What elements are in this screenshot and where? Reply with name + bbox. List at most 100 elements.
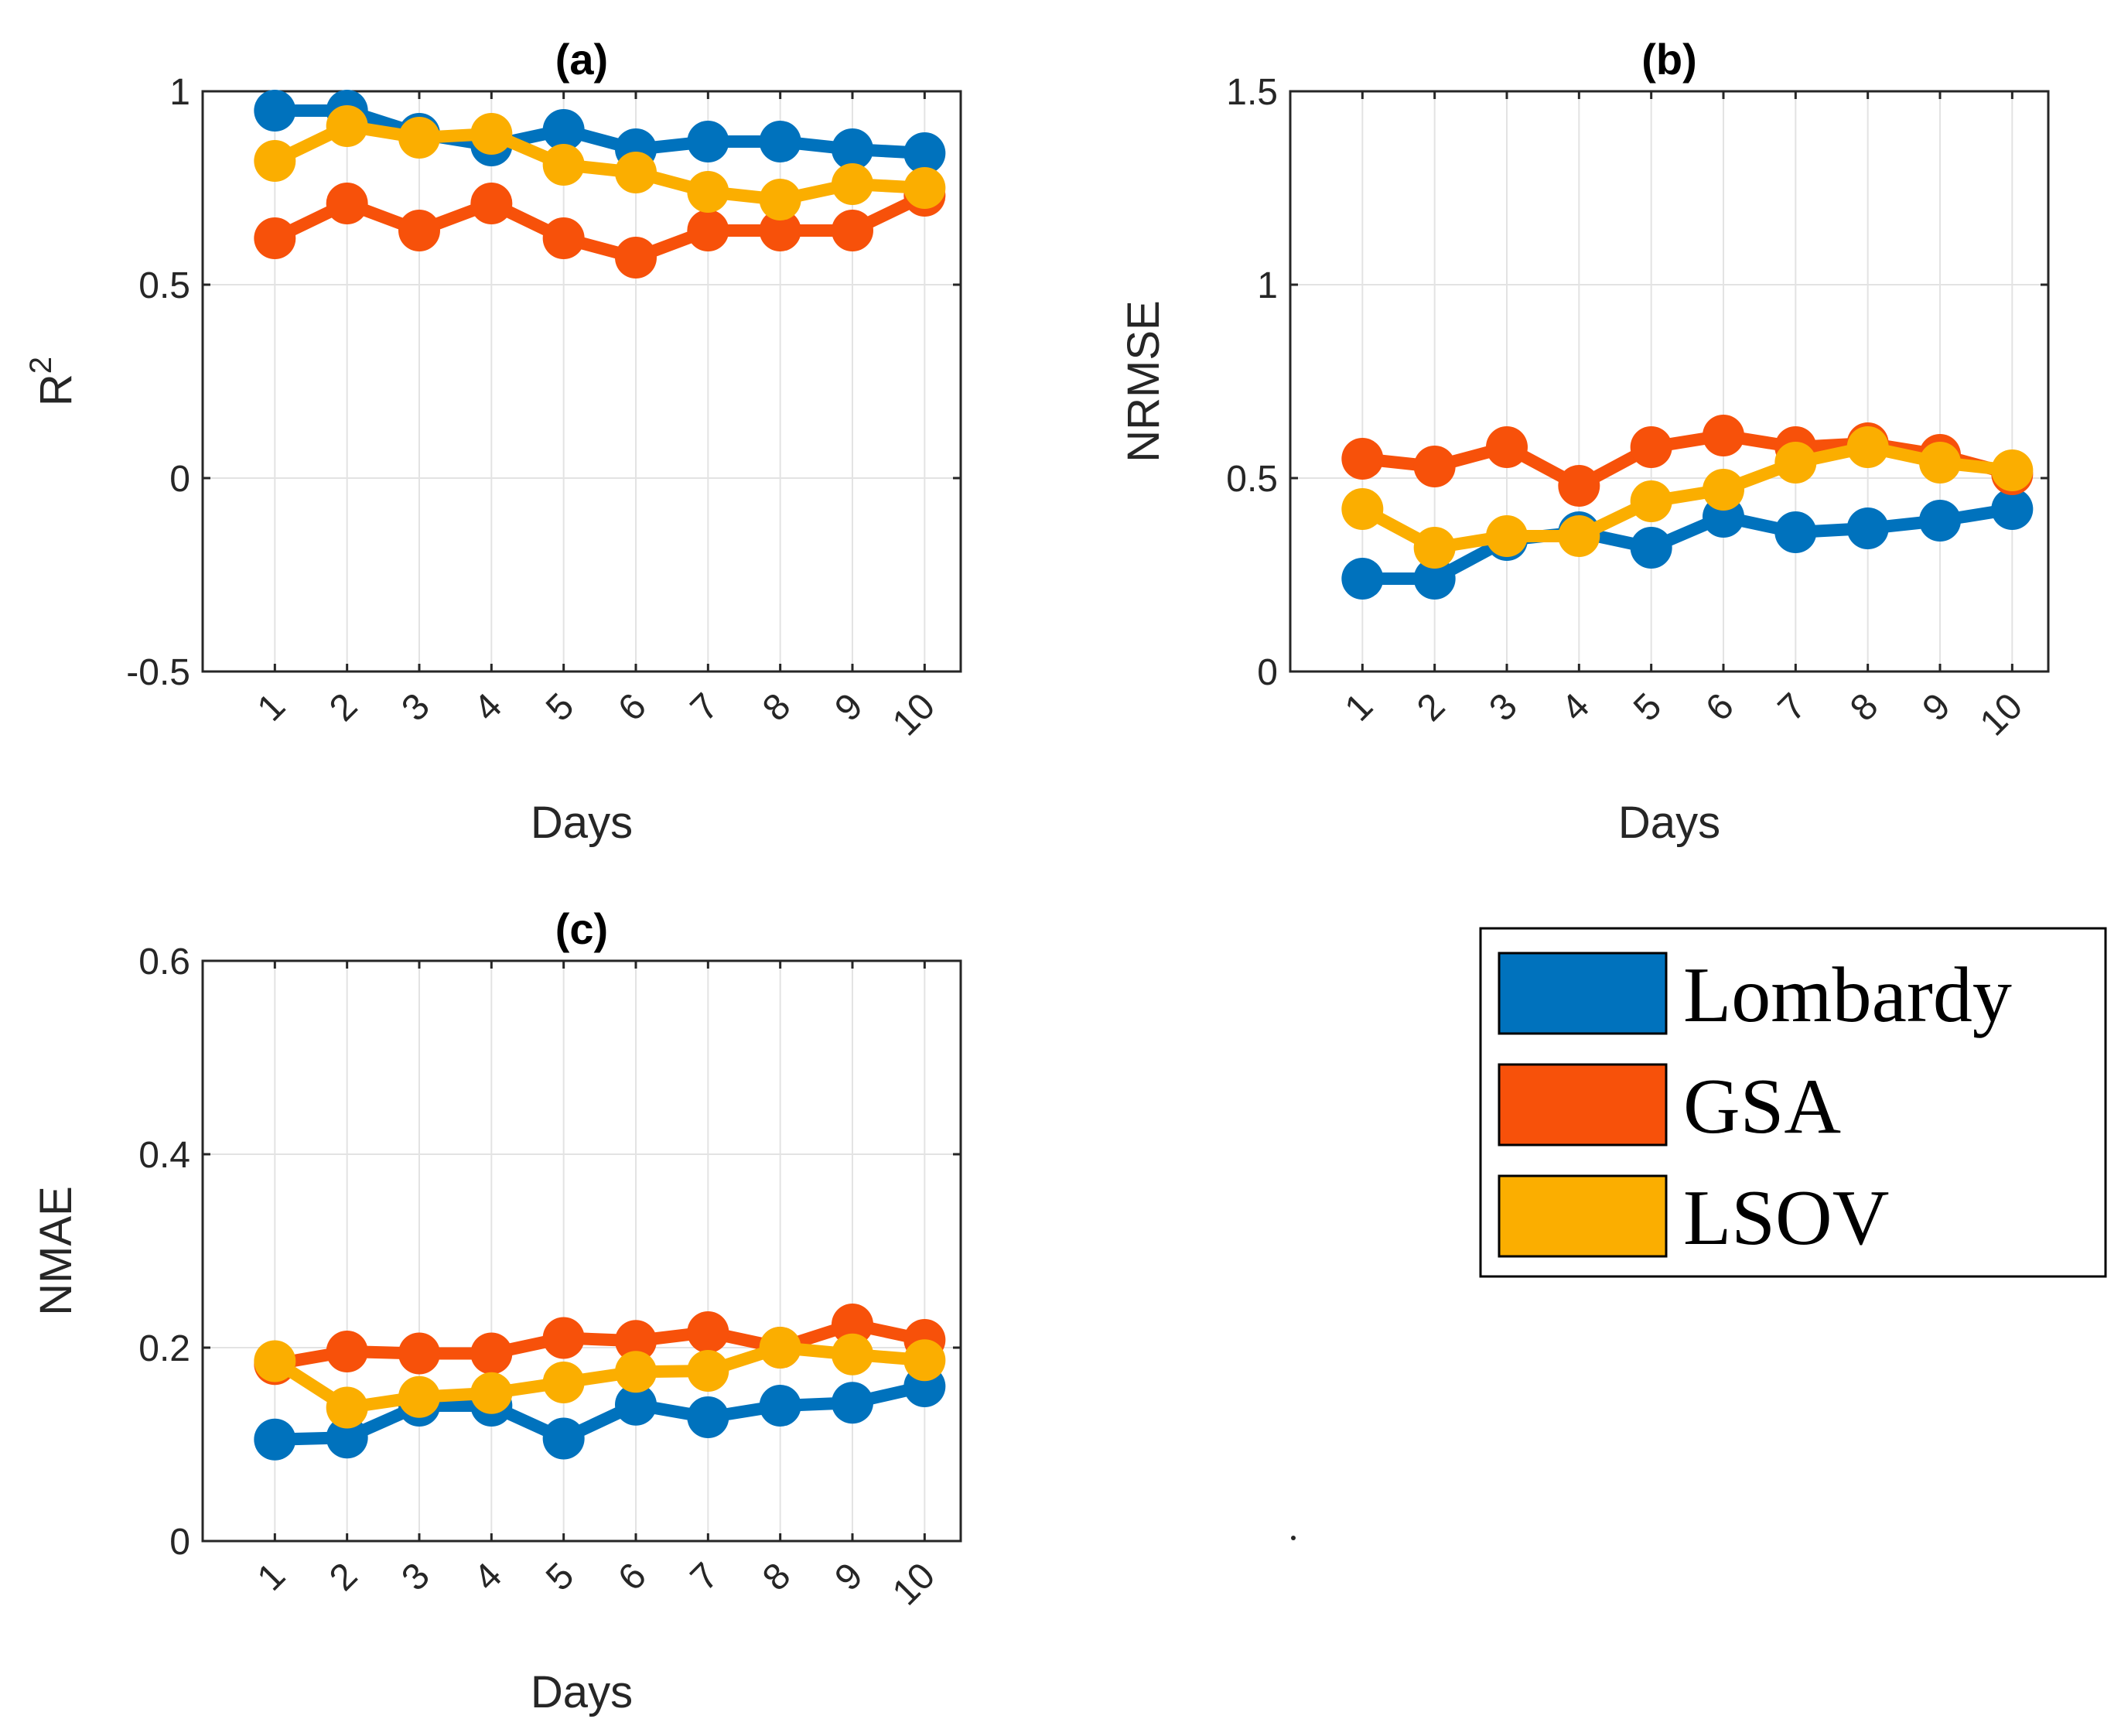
x-tick-label: 10 [885, 685, 943, 743]
data-point-gsa [832, 1304, 873, 1345]
series-line-lombardy [275, 104, 925, 159]
x-tick-label: 10 [885, 1555, 943, 1613]
x-tick-label: 7 [683, 685, 726, 729]
x-tick-label: 4 [466, 685, 510, 729]
data-point-lsov [1774, 442, 1817, 484]
data-point-lombardy [1991, 488, 2034, 530]
data-point-lsov [326, 1386, 368, 1429]
data-point-lombardy [1413, 558, 1456, 600]
y-axis-label: NMAE [31, 1186, 81, 1316]
data-point-gsa [687, 1311, 729, 1353]
x-tick-label: 2 [322, 1555, 365, 1598]
data-point-lsov [1413, 527, 1456, 569]
x-tick-label: 8 [755, 685, 798, 729]
x-tick-label: 6 [1698, 685, 1741, 729]
panel-title: (b) [1641, 35, 1697, 84]
data-point-lsov [398, 1375, 440, 1418]
data-point-gsa [326, 1331, 368, 1372]
y-tick-label: 0.5 [138, 265, 190, 306]
legend: Lombardy GSA LSOV [1479, 927, 2107, 1278]
y-axis-label-text: NRMSE [1119, 300, 1169, 462]
data-point-gsa [542, 1317, 585, 1359]
x-tick-label: 7 [1771, 685, 1814, 729]
data-point-lombardy [542, 109, 585, 151]
y-axis-label-superscript: 2 [24, 357, 58, 374]
x-tick-label: 2 [322, 685, 365, 729]
x-tick-label: 3 [394, 1555, 437, 1598]
y-tick-label: -0.5 [126, 652, 190, 693]
data-point-lsov [1486, 515, 1528, 557]
data-point-gsa [1558, 465, 1600, 507]
x-tick-label: 2 [1409, 685, 1453, 729]
plot-area [203, 961, 961, 1541]
data-point-lombardy [759, 121, 801, 162]
plot-frame [201, 90, 962, 673]
plot-frame [1289, 90, 2050, 673]
data-point-lombardy [687, 121, 729, 162]
x-tick-label: 8 [1843, 685, 1886, 729]
data-point-lsov [470, 113, 513, 155]
data-point-lsov [903, 167, 946, 209]
x-tick-label: 5 [538, 1555, 582, 1598]
data-point-lombardy [254, 90, 296, 132]
chart-panel-3: 0 0.2 0.4 0.6 1 2 3 4 5 6 7 8 9 10 (c) Days NMAE [31, 904, 962, 1717]
series-line-lsov [272, 1341, 925, 1414]
series-line-lombardy [1362, 503, 2013, 585]
data-point-gsa [615, 237, 657, 279]
data-point-gsa [326, 183, 368, 224]
data-point-lombardy [832, 128, 873, 170]
data-point-lombardy [615, 1383, 657, 1426]
x-tick-label: 8 [755, 1555, 798, 1598]
data-point-lsov [832, 1333, 873, 1375]
series-line-gsa [273, 1318, 927, 1371]
x-tick-label: 5 [1626, 685, 1669, 729]
data-point-lombardy [542, 1417, 585, 1460]
data-point-lsov [1846, 426, 1889, 468]
data-point-lombardy [1919, 500, 1961, 542]
y-axis-label: R2 [24, 357, 81, 406]
y-tick-label: 0 [169, 1522, 190, 1563]
legend-swatch-lsov [1498, 1174, 1668, 1258]
data-point-lombardy [1630, 527, 1672, 569]
x-axis-label: Days [531, 1667, 633, 1717]
data-point-lombardy [1341, 558, 1384, 600]
data-point-gsa [1486, 426, 1528, 468]
series-line-gsa [272, 190, 927, 264]
x-tick-label: 5 [538, 685, 582, 729]
data-point-lsov [903, 1339, 946, 1382]
data-point-lsov [326, 105, 368, 147]
data-point-lsov [542, 1362, 585, 1403]
y-axis-label-text: R [31, 374, 81, 406]
series-line-lsov [1359, 441, 2013, 554]
legend-swatch-gsa [1498, 1063, 1668, 1147]
legend-label-lombardy: Lombardy [1683, 952, 2012, 1039]
plot-frame [201, 959, 962, 1543]
x-tick-label: 4 [466, 1555, 510, 1598]
x-tick-label: 3 [394, 685, 437, 729]
data-point-gsa [470, 1332, 513, 1375]
legend-label-gsa: GSA [1683, 1063, 1841, 1150]
data-point-lombardy [1846, 507, 1889, 549]
x-tick-label: 1 [250, 1555, 293, 1598]
panel-title: (c) [555, 904, 608, 953]
data-point-lsov [1919, 442, 1961, 484]
x-tick-label: 9 [1914, 685, 1958, 729]
data-point-gsa [254, 217, 296, 259]
y-tick-label: 1 [1257, 265, 1278, 306]
y-tick-label: 0 [1257, 652, 1278, 693]
data-point-gsa [687, 210, 729, 251]
data-point-gsa [759, 210, 801, 251]
x-tick-label: 3 [1481, 685, 1525, 729]
panel-title: (a) [555, 35, 608, 84]
data-point-lombardy [903, 132, 946, 174]
stray-dot [1291, 1536, 1296, 1540]
data-point-gsa [1413, 446, 1456, 487]
data-point-lsov [759, 179, 801, 220]
data-point-gsa [398, 1332, 440, 1375]
x-tick-label: 9 [827, 685, 870, 729]
x-tick-label: 6 [610, 685, 654, 729]
data-point-lombardy [759, 1385, 801, 1427]
y-axis-label: NRMSE [1119, 300, 1169, 462]
